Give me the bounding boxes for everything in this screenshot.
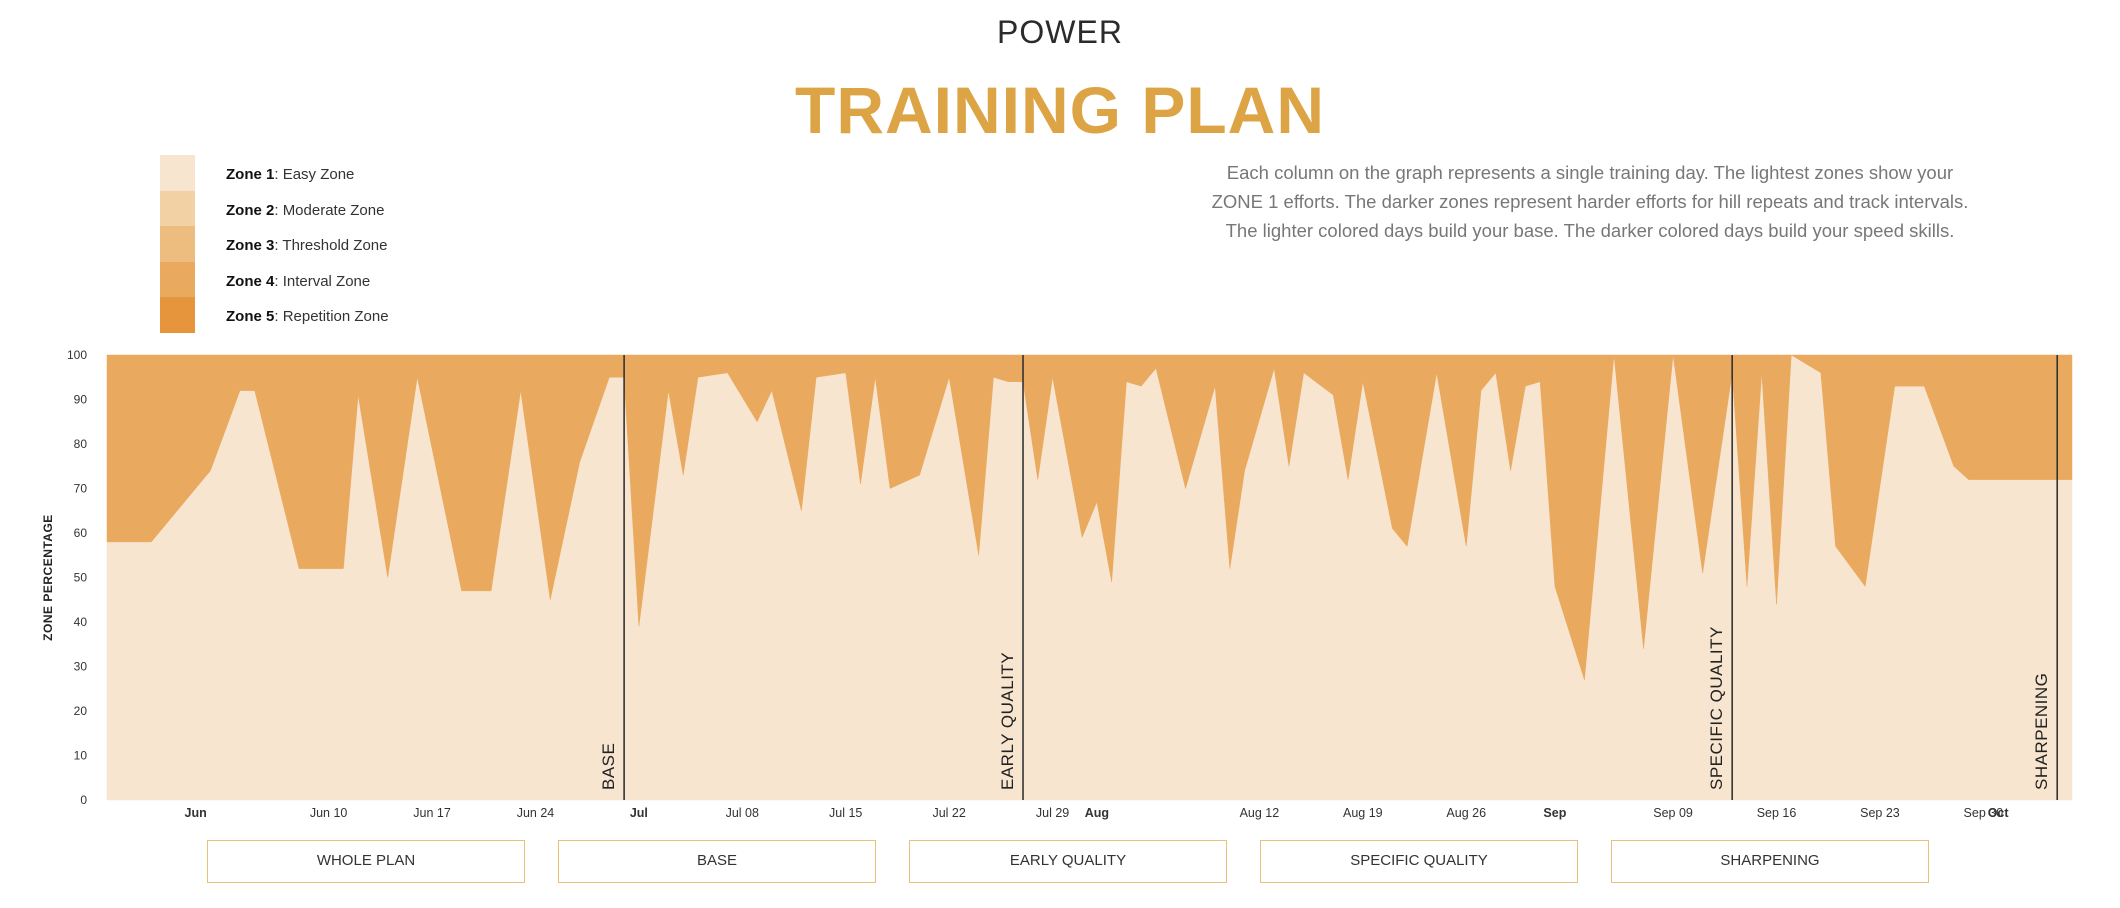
legend-zone-name: Easy Zone: [282, 166, 355, 183]
legend-zone: Zone 4: [226, 272, 275, 290]
description-line: ZONE 1 efforts. The darker zones represe…: [1211, 191, 1969, 212]
y-tick-label: 60: [74, 526, 88, 540]
x-tick-label: Jun 17: [413, 806, 451, 820]
legend-zone-name: Threshold Zone: [282, 237, 388, 254]
legend-swatch: [160, 190, 195, 226]
x-tick-label: Jul: [630, 806, 648, 820]
legend-zone: Zone 2: [226, 201, 275, 219]
legend-zone: Zone 1: [226, 166, 275, 183]
x-tick-label: Jul 29: [1036, 806, 1069, 820]
y-tick-label: 10: [74, 749, 88, 763]
legend-zone-name: Interval Zone: [282, 272, 371, 290]
x-tick-label: Jun 10: [310, 806, 348, 820]
x-tick-label: Oct: [1988, 806, 2010, 820]
legend-swatch: [160, 297, 195, 333]
base-button[interactable]: BASE: [558, 840, 876, 883]
phase-label: SHARPENING: [2032, 673, 2051, 790]
x-tick-label: Jun 24: [517, 806, 555, 820]
y-tick-label: 30: [74, 660, 88, 674]
y-tick-label: 80: [74, 437, 88, 451]
y-tick-label: 40: [74, 615, 88, 629]
x-tick-label: Aug 12: [1240, 806, 1280, 820]
early-quality-button[interactable]: EARLY QUALITY: [909, 840, 1227, 883]
phase-label: EARLY QUALITY: [998, 652, 1017, 790]
legend-swatch: [160, 226, 195, 262]
x-tick-label: Sep 30: [1964, 806, 2004, 820]
description-line: Each column on the graph represents a si…: [1226, 162, 1954, 183]
x-tick-label: Jul 15: [829, 806, 862, 820]
legend-zone-name: Moderate Zone: [282, 201, 385, 219]
y-tick-label: 100: [67, 348, 87, 362]
y-tick-label: 90: [74, 393, 88, 407]
phase-label: SPECIFIC QUALITY: [1707, 626, 1726, 790]
y-tick-label: 50: [74, 571, 88, 585]
x-tick-label: Aug 19: [1343, 806, 1383, 820]
legend-zone-name: Repetition Zone: [282, 308, 389, 325]
sharpening-button[interactable]: SHARPENING: [1611, 840, 1929, 883]
description-line: The lighter colored days build your base…: [1225, 220, 1955, 241]
x-tick-label: Aug 26: [1446, 806, 1486, 820]
x-tick-label: Sep 16: [1757, 806, 1797, 820]
y-axis-label: ZONE PERCENTAGE: [41, 514, 55, 641]
legend-zone: Zone 5: [226, 308, 275, 325]
y-tick-label: 20: [74, 704, 88, 718]
y-tick-label: 0: [80, 793, 87, 807]
x-tick-label: Jun: [185, 806, 207, 820]
x-tick-label: Jul 08: [726, 806, 759, 820]
page-title: TRAINING PLAN: [795, 73, 1325, 147]
x-tick-label: Aug: [1085, 806, 1109, 820]
page-subtitle: POWER: [997, 14, 1123, 50]
x-tick-label: Jul 22: [932, 806, 965, 820]
whole-plan-button[interactable]: WHOLE PLAN: [207, 840, 525, 883]
legend-swatch: [160, 261, 195, 297]
specific-quality-button[interactable]: SPECIFIC QUALITY: [1260, 840, 1578, 883]
x-tick-label: Sep 23: [1860, 806, 1900, 820]
series-area-zone-4: [106, 354, 2073, 680]
y-tick-label: 70: [74, 482, 88, 496]
plan-description: Each column on the graph represents a si…: [1160, 158, 2020, 245]
x-tick-label: Sep 09: [1653, 806, 1693, 820]
legend-zone: Zone 3: [226, 237, 275, 254]
zone-area-chart: 0 10 20 30 40 50 60 70 80 90 100 ZONE PERCENTAGE Jun…: [41, 348, 2073, 820]
x-tick-label: Sep: [1543, 806, 1566, 820]
legend-swatch: [160, 155, 195, 191]
phase-label: BASE: [599, 743, 618, 790]
